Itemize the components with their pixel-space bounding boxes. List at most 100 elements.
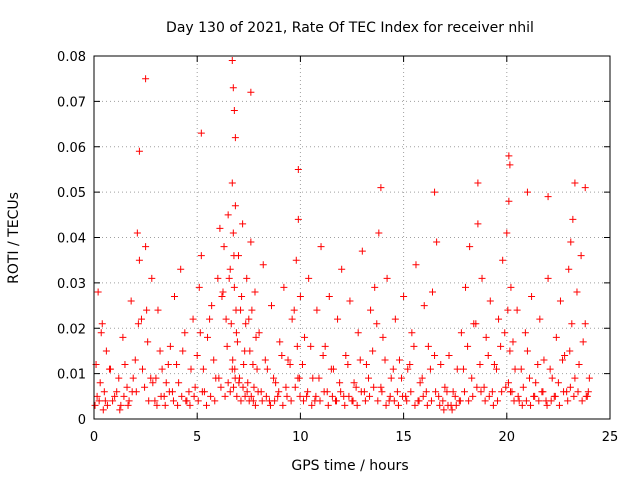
data-point bbox=[224, 379, 232, 387]
data-point bbox=[406, 361, 414, 369]
data-point bbox=[105, 365, 113, 373]
data-point bbox=[536, 315, 544, 323]
data-point bbox=[154, 306, 162, 314]
data-point bbox=[193, 351, 201, 359]
data-point bbox=[239, 383, 247, 391]
data-point bbox=[253, 365, 261, 373]
data-point bbox=[453, 365, 461, 373]
data-point bbox=[544, 274, 552, 282]
data-point bbox=[242, 320, 250, 328]
x-tick-label: 5 bbox=[193, 430, 201, 445]
data-point bbox=[109, 397, 117, 405]
data-point bbox=[535, 397, 543, 405]
data-point bbox=[444, 401, 452, 409]
data-point bbox=[544, 193, 552, 201]
data-point bbox=[313, 306, 321, 314]
data-point bbox=[552, 333, 560, 341]
data-point bbox=[299, 397, 307, 405]
data-point bbox=[357, 388, 365, 396]
data-point bbox=[226, 265, 234, 273]
data-point bbox=[210, 356, 218, 364]
data-point bbox=[573, 288, 581, 296]
data-point bbox=[324, 401, 332, 409]
data-point bbox=[517, 365, 525, 373]
data-point bbox=[137, 315, 145, 323]
data-point bbox=[504, 379, 512, 387]
data-point bbox=[317, 243, 325, 251]
data-point bbox=[375, 229, 383, 237]
data-point bbox=[582, 392, 590, 400]
data-point bbox=[361, 397, 369, 405]
data-point bbox=[522, 397, 530, 405]
data-point bbox=[283, 392, 291, 400]
data-point bbox=[195, 283, 203, 291]
data-point bbox=[228, 365, 236, 373]
data-point bbox=[526, 374, 534, 382]
data-point bbox=[379, 333, 387, 341]
data-point bbox=[219, 288, 227, 296]
data-point bbox=[233, 338, 241, 346]
data-point bbox=[249, 361, 257, 369]
data-point bbox=[408, 329, 416, 337]
data-point bbox=[247, 238, 255, 246]
data-point bbox=[288, 315, 296, 323]
data-point bbox=[262, 392, 270, 400]
data-point bbox=[374, 397, 382, 405]
data-point bbox=[113, 388, 121, 396]
data-point bbox=[482, 333, 490, 341]
data-point bbox=[559, 356, 567, 364]
data-point bbox=[165, 388, 173, 396]
data-point bbox=[312, 392, 320, 400]
axis-ticks: 0 5 10 15 20 25 0 0.01 0.02 0.03 0.04 0.05 0.06 0.07 0… bbox=[57, 50, 618, 445]
data-point bbox=[391, 315, 399, 323]
y-tick-label: 0.02 bbox=[57, 322, 86, 337]
data-point bbox=[204, 333, 212, 341]
data-point bbox=[145, 397, 153, 405]
data-point bbox=[278, 351, 286, 359]
data-point bbox=[551, 392, 559, 400]
data-point bbox=[177, 265, 185, 273]
data-point bbox=[462, 283, 470, 291]
data-point bbox=[207, 392, 215, 400]
data-point bbox=[457, 329, 465, 337]
data-point bbox=[334, 315, 342, 323]
data-point bbox=[468, 374, 476, 382]
data-point bbox=[569, 215, 577, 223]
data-point bbox=[407, 388, 415, 396]
data-point bbox=[495, 315, 503, 323]
data-point bbox=[452, 401, 460, 409]
data-point bbox=[426, 365, 434, 373]
data-point bbox=[270, 374, 278, 382]
data-point bbox=[567, 238, 575, 246]
data-point bbox=[506, 347, 514, 355]
data-point bbox=[571, 179, 579, 187]
data-point bbox=[528, 292, 536, 300]
data-point bbox=[220, 243, 228, 251]
data-point bbox=[371, 283, 379, 291]
data-point bbox=[229, 229, 237, 237]
data-point bbox=[91, 401, 99, 409]
data-point bbox=[215, 374, 223, 382]
data-point bbox=[581, 320, 589, 328]
data-point bbox=[121, 361, 129, 369]
data-point bbox=[316, 397, 324, 405]
data-point bbox=[156, 347, 164, 355]
data-point bbox=[173, 361, 181, 369]
data-point bbox=[521, 329, 529, 337]
data-point bbox=[128, 388, 136, 396]
data-point bbox=[490, 361, 498, 369]
data-point bbox=[196, 329, 204, 337]
data-point bbox=[499, 256, 507, 264]
data-point bbox=[400, 292, 408, 300]
data-point bbox=[333, 397, 341, 405]
data-point bbox=[321, 342, 329, 350]
y-tick-label: 0.05 bbox=[57, 186, 86, 201]
data-point bbox=[503, 229, 511, 237]
data-point bbox=[465, 397, 473, 405]
data-point bbox=[427, 397, 435, 405]
data-point bbox=[399, 392, 407, 400]
data-point bbox=[574, 388, 582, 396]
data-point bbox=[585, 374, 593, 382]
data-point bbox=[474, 179, 482, 187]
data-point bbox=[476, 361, 484, 369]
